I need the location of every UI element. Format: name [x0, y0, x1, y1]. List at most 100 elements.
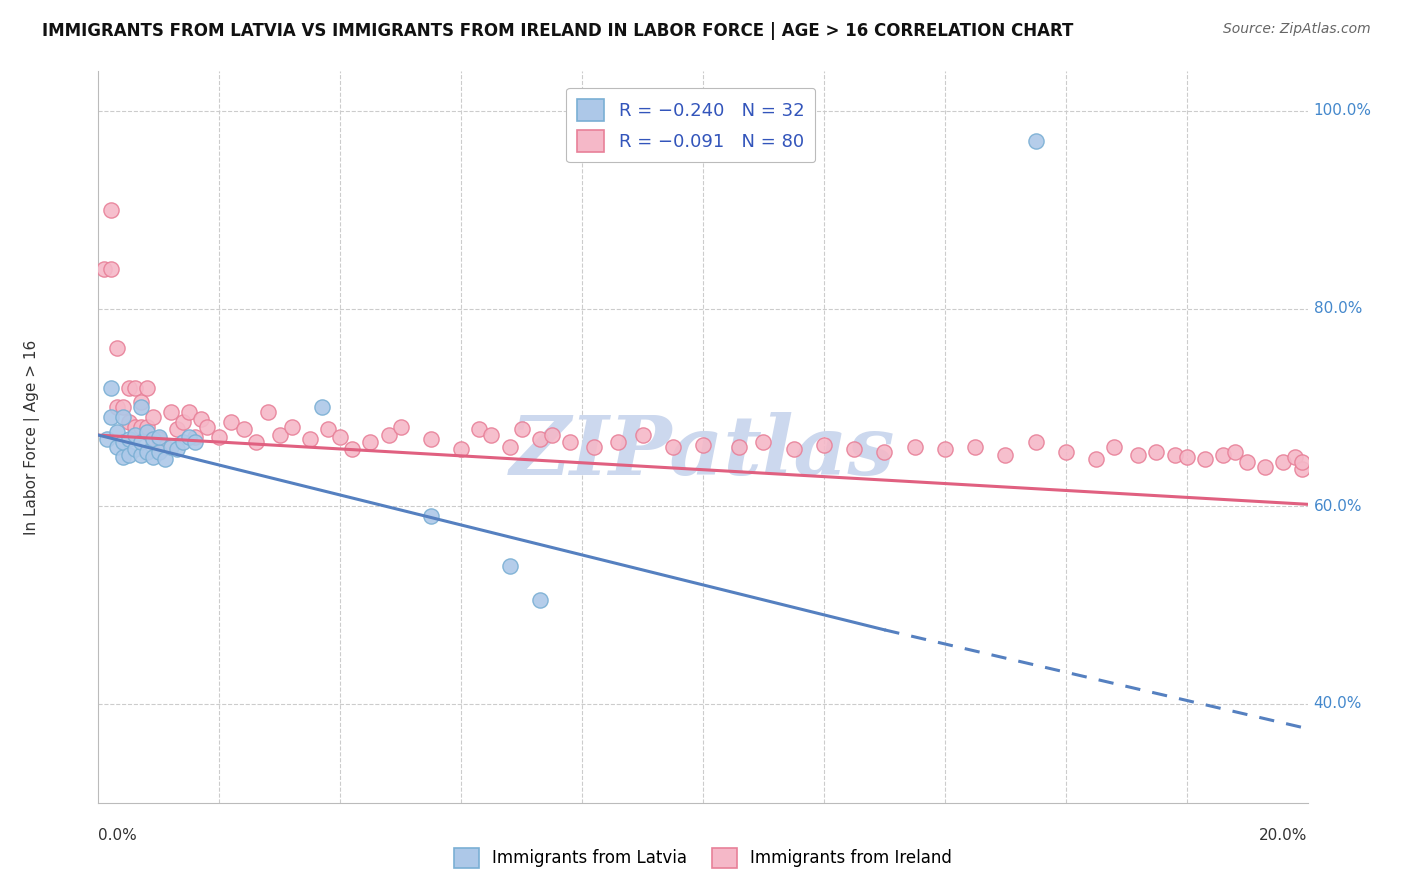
- Point: [129, 420, 152, 434]
- Point: [481, 428, 503, 442]
- Point: [389, 420, 412, 434]
- Point: [142, 450, 165, 464]
- Point: [299, 432, 322, 446]
- Text: 0.0%: 0.0%: [98, 828, 138, 843]
- Point: [100, 202, 122, 217]
- Point: [135, 420, 157, 434]
- Point: [607, 435, 630, 450]
- Point: [172, 435, 194, 450]
- Point: [93, 262, 115, 277]
- Point: [100, 381, 122, 395]
- Point: [172, 415, 194, 429]
- Point: [153, 451, 176, 466]
- Point: [142, 435, 165, 450]
- Point: [1236, 455, 1258, 469]
- Point: [124, 428, 146, 442]
- Point: [124, 420, 146, 434]
- Point: [498, 440, 520, 454]
- Point: [377, 428, 399, 442]
- Point: [844, 442, 866, 456]
- Point: [148, 432, 170, 446]
- Point: [1102, 440, 1125, 454]
- Point: [111, 435, 134, 450]
- Point: [450, 442, 472, 456]
- Point: [1223, 445, 1246, 459]
- Point: [1291, 455, 1313, 469]
- Point: [420, 432, 443, 446]
- Point: [813, 438, 835, 452]
- Point: [129, 401, 152, 415]
- Text: Source: ZipAtlas.com: Source: ZipAtlas.com: [1223, 22, 1371, 37]
- Point: [728, 440, 751, 454]
- Point: [96, 432, 118, 446]
- Point: [111, 450, 134, 464]
- Point: [184, 435, 207, 450]
- Point: [195, 420, 218, 434]
- Point: [468, 422, 491, 436]
- Point: [692, 438, 714, 452]
- Point: [1163, 448, 1185, 462]
- Point: [420, 509, 443, 524]
- Point: [498, 558, 520, 573]
- Point: [118, 432, 141, 446]
- Point: [904, 440, 927, 454]
- Legend: Immigrants from Latvia, Immigrants from Ireland: Immigrants from Latvia, Immigrants from …: [447, 841, 959, 875]
- Point: [1284, 450, 1306, 464]
- Point: [166, 442, 188, 456]
- Point: [316, 422, 339, 436]
- Point: [118, 415, 141, 429]
- Point: [105, 341, 128, 355]
- Point: [360, 435, 382, 450]
- Point: [256, 405, 278, 419]
- Point: [129, 435, 152, 450]
- Point: [118, 448, 141, 462]
- Point: [245, 435, 267, 450]
- Point: [1054, 445, 1077, 459]
- Point: [1085, 451, 1108, 466]
- Point: [221, 415, 243, 429]
- Point: [1024, 435, 1046, 450]
- Point: [105, 425, 128, 439]
- Point: [148, 445, 170, 459]
- Point: [160, 405, 183, 419]
- Point: [124, 442, 146, 456]
- Point: [934, 442, 956, 456]
- Point: [540, 428, 562, 442]
- Text: 40.0%: 40.0%: [1313, 697, 1362, 712]
- Point: [135, 381, 157, 395]
- Point: [179, 405, 201, 419]
- Point: [111, 401, 134, 415]
- Point: [124, 381, 146, 395]
- Text: ZIPatlas: ZIPatlas: [510, 412, 896, 491]
- Point: [558, 435, 581, 450]
- Point: [583, 440, 606, 454]
- Point: [1024, 134, 1046, 148]
- Point: [661, 440, 683, 454]
- Point: [208, 430, 231, 444]
- Point: [184, 430, 207, 444]
- Text: 80.0%: 80.0%: [1313, 301, 1362, 316]
- Point: [529, 593, 551, 607]
- Point: [129, 448, 152, 462]
- Point: [1212, 448, 1234, 462]
- Legend: R = −0.240   N = 32, R = −0.091   N = 80: R = −0.240 N = 32, R = −0.091 N = 80: [567, 87, 815, 162]
- Point: [166, 422, 188, 436]
- Point: [329, 430, 352, 444]
- Point: [160, 440, 183, 454]
- Point: [529, 432, 551, 446]
- Point: [135, 425, 157, 439]
- Point: [631, 428, 654, 442]
- Point: [1272, 455, 1295, 469]
- Point: [1194, 451, 1216, 466]
- Point: [510, 422, 533, 436]
- Point: [873, 445, 896, 459]
- Point: [100, 262, 122, 277]
- Point: [111, 410, 134, 425]
- Point: [994, 448, 1017, 462]
- Point: [142, 432, 165, 446]
- Point: [965, 440, 987, 454]
- Point: [1128, 448, 1150, 462]
- Text: 60.0%: 60.0%: [1313, 499, 1362, 514]
- Text: IMMIGRANTS FROM LATVIA VS IMMIGRANTS FROM IRELAND IN LABOR FORCE | AGE > 16 CORR: IMMIGRANTS FROM LATVIA VS IMMIGRANTS FRO…: [42, 22, 1074, 40]
- Point: [342, 442, 364, 456]
